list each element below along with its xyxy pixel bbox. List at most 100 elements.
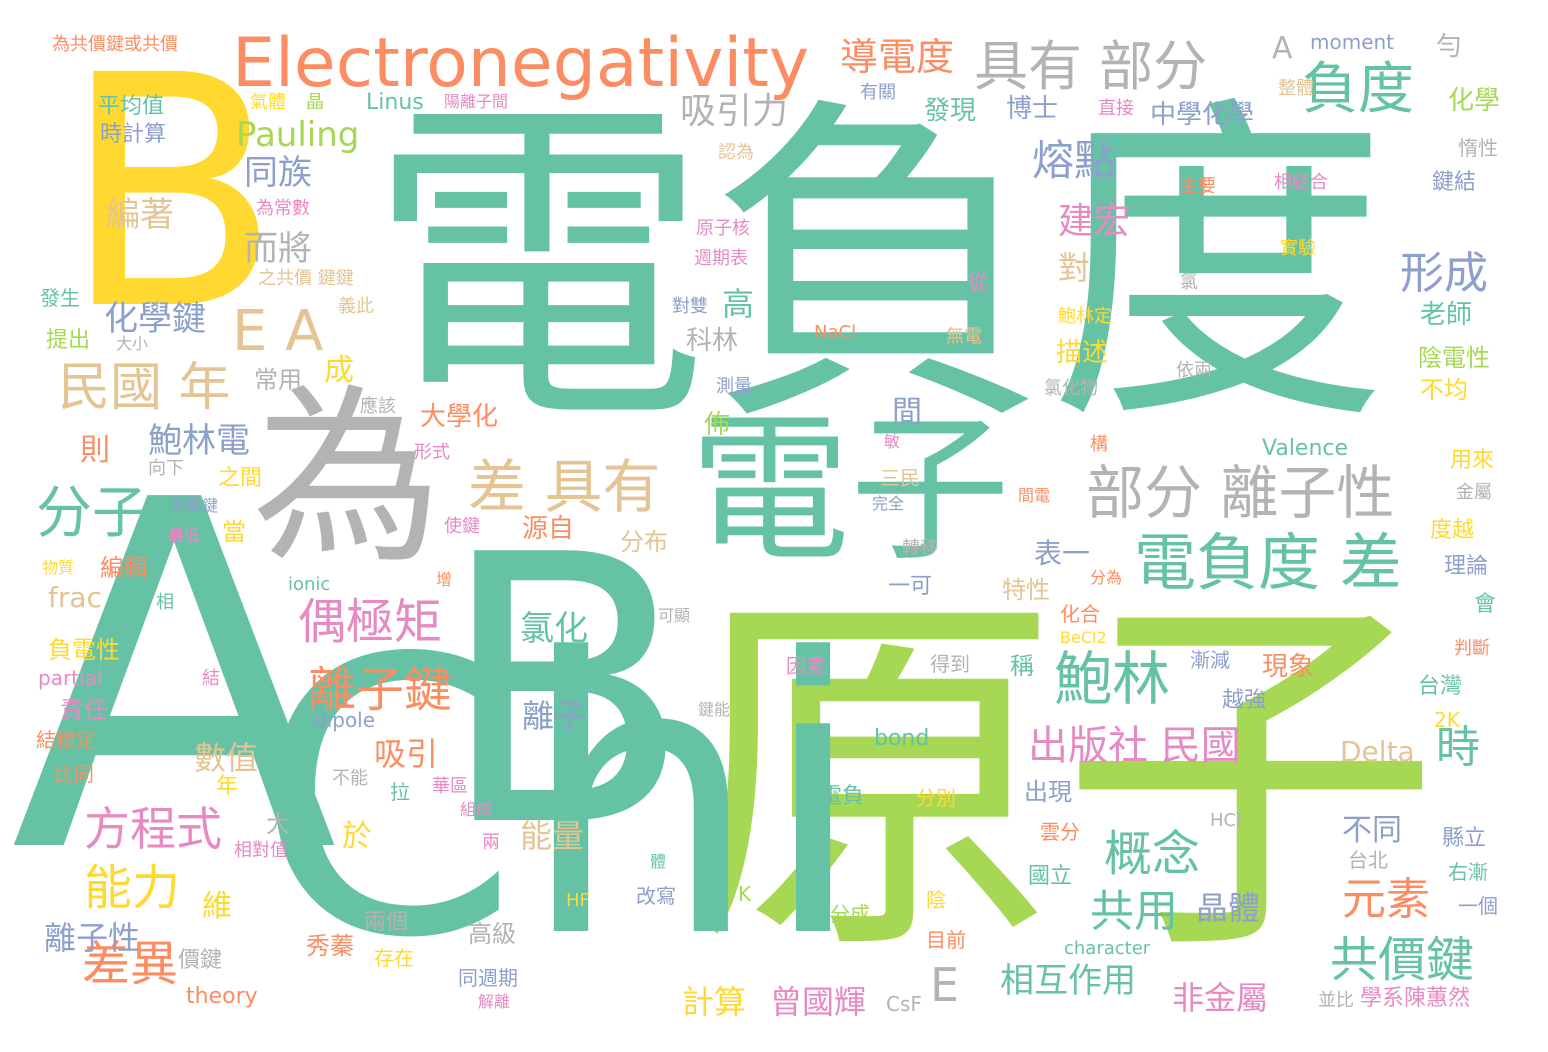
- word-jisuan: 計算: [682, 983, 747, 1021]
- word-e-gray: E: [930, 958, 960, 1012]
- word-yanglizijian: 陽離子間: [444, 92, 509, 111]
- word-yueqiang: 越強: [1222, 688, 1267, 713]
- word-fudu: 負度: [1302, 57, 1414, 122]
- word-laoshi: 老師: [1420, 300, 1473, 330]
- word-zengguohui: 曾國輝: [770, 983, 867, 1021]
- word-shiyan: 實驗: [1280, 238, 1316, 259]
- word-butong: 不同: [1342, 813, 1402, 848]
- word-pauling: Pauling: [236, 115, 360, 155]
- word-zhijian: 之間: [218, 466, 263, 491]
- word-xiangxia: 向下: [148, 458, 184, 479]
- word-yici: 義此: [338, 296, 374, 317]
- word-yin: 陰: [926, 888, 946, 912]
- word-hf: HF: [566, 890, 590, 911]
- word-zhuanyi: 轉移: [902, 538, 938, 559]
- word-qiti: 氣體: [250, 92, 286, 113]
- word-lvhuawu: 氯化物: [1044, 378, 1098, 399]
- word-huaqu: 華區: [432, 776, 468, 797]
- word-pingjunzhi: 平均值: [98, 94, 165, 119]
- word-xingcheng: 形成: [1400, 248, 1488, 299]
- word-kelin: 科林: [686, 326, 739, 356]
- word-tongzhouqi: 同週期: [458, 966, 518, 990]
- word-lizixing-small: 離子性: [44, 919, 141, 957]
- word-xianxiang: 現象: [1262, 652, 1315, 682]
- word-chubanshe-minguo: 出版社 民國: [1028, 723, 1241, 769]
- word-shijian: 使鍵: [444, 516, 480, 537]
- word-delta: Delta: [1340, 735, 1415, 768]
- word-ti: 體: [650, 852, 667, 871]
- word-liangge: 兩個: [364, 910, 409, 935]
- word-nacl: NaCl: [814, 322, 857, 343]
- word-bufen-lizixing: 部分 離子性: [1086, 459, 1395, 527]
- word-buneng: 不能: [332, 768, 368, 789]
- word-a-gray: A: [1272, 31, 1293, 66]
- word-taibei: 台北: [1348, 848, 1388, 872]
- word-chayi: 差異: [82, 936, 179, 992]
- word-k: K: [738, 882, 752, 906]
- word-bitong: 比同: [54, 762, 94, 786]
- word-gao: 高: [722, 285, 755, 323]
- word-jieli: 解離: [478, 992, 511, 1011]
- word-gongyong: 共用: [1090, 886, 1178, 937]
- word-wei: 為: [252, 368, 443, 589]
- word-rongdian: 熔點: [1032, 136, 1117, 185]
- word-cong: 從: [968, 270, 988, 294]
- word-weichangshu: 為常數: [256, 198, 310, 219]
- word-gaoji: 高級: [468, 920, 516, 948]
- word-celiang: 測量: [716, 376, 752, 397]
- word-daxiao: 大小: [116, 334, 149, 353]
- word-csf: CsF: [886, 992, 922, 1016]
- word-xianghu-zuoyong: 相互作用: [1000, 961, 1136, 1001]
- word-guoli: 國立: [1028, 864, 1073, 889]
- word-cheng: 成: [324, 353, 354, 388]
- word-xianli: 縣立: [1442, 826, 1487, 851]
- word-minguo-nian: 民國 年: [58, 358, 231, 418]
- word-lilun: 理論: [1444, 554, 1489, 579]
- word-fasheng: 發生: [40, 286, 80, 310]
- word-oujiju: 偶極矩: [298, 594, 443, 650]
- word-dianfudu-big: 電負度: [368, 70, 1388, 466]
- word-lizi: 離子: [522, 697, 587, 735]
- word-chi: Chi: [254, 578, 866, 1021]
- word-yuanzi-source: 源自: [522, 514, 575, 544]
- word-moment: moment: [1310, 30, 1395, 54]
- word-cha-juyou: 差 具有: [468, 453, 661, 521]
- word-miaoshu: 描述: [1056, 338, 1109, 368]
- word-hcl: HCl: [1210, 810, 1242, 831]
- word-fencheng: 分成: [830, 902, 870, 926]
- word-zhuyao: 主要: [1180, 176, 1216, 197]
- word-shijisuan: 時計算: [100, 122, 167, 147]
- word-yu: 於: [342, 819, 372, 854]
- word-xiangduizhi: 相對值: [234, 840, 288, 861]
- word-xingshi: 形式: [414, 442, 450, 463]
- word-dui: 對: [1058, 249, 1091, 287]
- word-zuidi: 最低: [168, 526, 201, 545]
- word-b-yellow: B: [62, 8, 282, 380]
- word-linus: Linus: [366, 90, 424, 115]
- word-yinggai: 應該: [360, 396, 396, 417]
- word-gou: 構: [1090, 434, 1108, 455]
- word-yindianxing: 陰電性: [1418, 344, 1490, 372]
- word-jinshujian: 金屬鍵: [170, 496, 219, 515]
- word-baolin: 鮑林: [1054, 645, 1171, 713]
- word-xuexi-chenhuiran: 學系陳蕙然: [1360, 986, 1471, 1011]
- word-duyue: 度越: [1430, 518, 1475, 543]
- word-jianjian: 漸減: [1190, 648, 1230, 672]
- word-changyong: 常用: [254, 366, 302, 394]
- word-jing: 晶: [306, 92, 324, 113]
- word-zhi-gongjia-jianjian: 之共價 鍵鍵: [258, 268, 354, 289]
- word-feijinshu: 非金屬: [1172, 979, 1269, 1017]
- word-valence: Valence: [1262, 436, 1349, 461]
- word-fenbu: 分布: [620, 528, 668, 556]
- word-wanquan: 完全: [872, 494, 905, 513]
- word-wei2: 維: [202, 889, 232, 924]
- word-xiyinli: 吸引力: [680, 91, 789, 132]
- word-jiandian: 間電: [1018, 486, 1051, 505]
- word-yonglai: 用來: [1450, 448, 1495, 473]
- word-wudian: 無電: [946, 326, 982, 347]
- word-theory: theory: [186, 984, 258, 1009]
- word-yige: 一個: [1458, 894, 1498, 918]
- word-daodiandu: 導電度: [840, 35, 955, 79]
- word-sanmin: 三民: [880, 466, 920, 490]
- word-nengli: 能力: [84, 860, 181, 916]
